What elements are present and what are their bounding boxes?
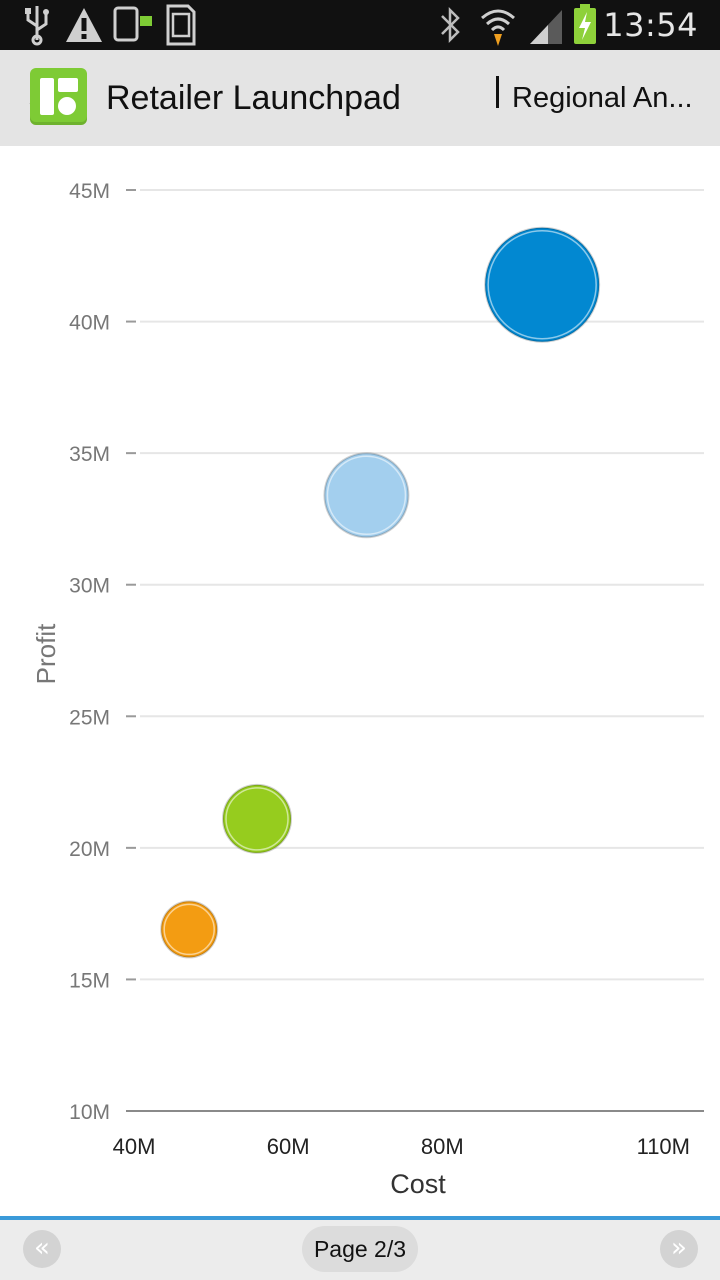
y-tick-label: 40M [69,312,110,335]
x-tick-label: 60M [267,1134,310,1159]
clock: 13:54 [603,6,698,44]
sd-card-icon [166,4,196,46]
y-axis-label: Profit [31,623,61,684]
view-title[interactable]: Regional An... [512,82,693,114]
y-tick-label: 30M [69,575,110,598]
y-tick-label: 15M [69,969,110,992]
next-page-button[interactable]: » [660,1230,698,1268]
transfer-icon [113,6,152,42]
battery-charging-icon [574,4,596,44]
footer-accent-line [0,1216,720,1220]
bubble-1 [160,900,219,959]
app-logo[interactable] [30,68,87,125]
previous-page-button[interactable]: « [23,1230,61,1268]
status-bar: 13:54 [0,0,720,50]
app-header: 〈 Retailer Launchpad Regional An... [0,50,720,146]
bubble-highlight-4 [487,229,597,340]
bubble-highlight-1 [163,903,215,956]
page-indicator[interactable]: Page 2/3 [302,1226,418,1272]
bubble-highlight-2 [225,787,289,851]
bubble-3 [323,452,410,539]
x-tick-label: 80M [421,1134,464,1159]
bubble-chart-svg: 10M 15M 20M 25M 30M 35M 40M 45M 40M 60M 80M 110M Cos… [31,180,704,1199]
bubble-4 [484,226,601,343]
y-tick-label: 20M [69,838,110,861]
bubble-chart: 10M 15M 20M 25M 30M 35M 40M 45M 40M 60M 80M 110M Cos… [0,146,720,1216]
bubble-2 [222,783,293,854]
warning-icon [66,8,102,42]
y-tick-label: 45M [69,180,110,203]
x-tick-label: 110M [637,1134,690,1159]
usb-icon [25,6,49,46]
y-tick-label: 25M [69,706,110,729]
x-tick-label: 40M [113,1134,156,1159]
app-title: Retailer Launchpad [106,79,401,117]
bubble-highlight-3 [326,455,407,535]
y-tick-label: 10M [69,1101,110,1124]
y-tick-label: 35M [69,443,110,466]
bluetooth-icon [441,6,460,44]
signal-icon [530,10,562,44]
pager-footer: « Page 2/3 » [0,1220,720,1280]
header-divider [496,76,499,108]
x-axis-label: Cost [390,1169,446,1199]
wifi-icon [481,9,515,46]
